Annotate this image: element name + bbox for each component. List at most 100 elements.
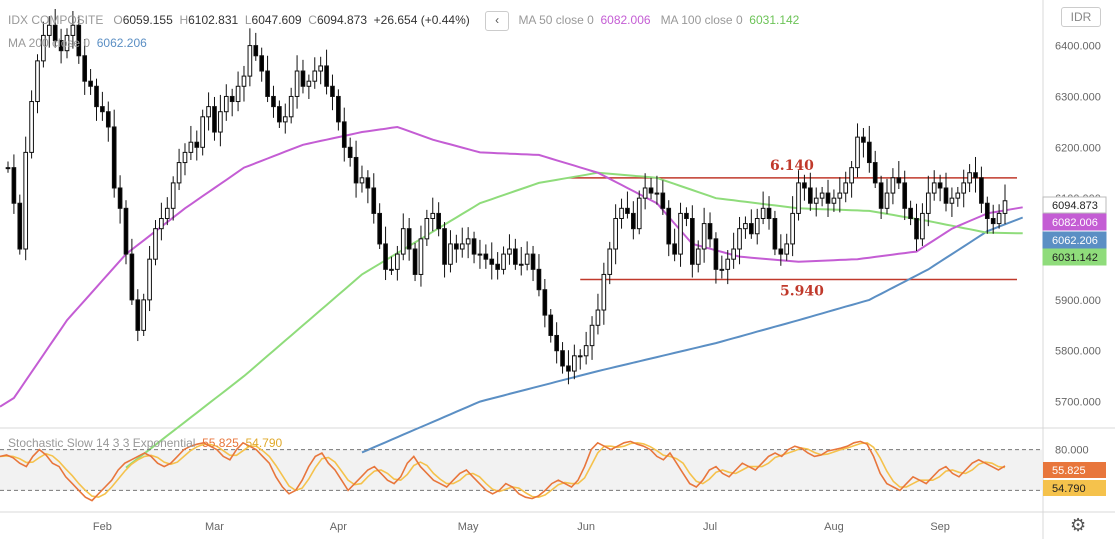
candle-body: [707, 223, 713, 240]
collapse-legend-button[interactable]: ‹: [485, 11, 510, 31]
candle-body: [613, 218, 618, 250]
candle-body: [943, 187, 949, 204]
candle-body: [277, 106, 282, 123]
candle-body: [536, 268, 542, 291]
candle-body: [129, 253, 135, 301]
candle-body: [684, 212, 689, 219]
candle-body: [82, 55, 88, 82]
time-tick-label: Feb: [93, 521, 112, 533]
candle-body: [784, 243, 790, 255]
candle-body: [513, 248, 518, 265]
price-tag-ma200: 6062.206: [1052, 235, 1098, 247]
candle-body: [212, 106, 217, 133]
ma100-label: MA 100 close 0: [660, 13, 743, 28]
candle-body: [418, 238, 424, 275]
candle-body: [495, 263, 500, 270]
candle-body: [790, 212, 795, 245]
open-value: 6059.155: [122, 13, 173, 28]
price-tick-label: 5900.000: [1055, 295, 1101, 307]
candle-body: [855, 136, 860, 169]
candle-body: [920, 212, 925, 240]
candle-body: [583, 345, 589, 357]
candle-body: [182, 151, 188, 164]
candle-body: [176, 162, 182, 184]
ma200-line: [361, 216, 1024, 454]
candle-body: [890, 177, 896, 194]
candle-body: [619, 207, 624, 220]
candle-body: [819, 192, 825, 199]
level-label: 6.140: [770, 158, 814, 174]
candle-body: [807, 187, 813, 204]
candle-body: [731, 248, 736, 260]
candle-body: [400, 228, 406, 255]
candle-body: [566, 365, 571, 372]
ma50-line: [0, 125, 1023, 408]
time-tick-label: May: [458, 521, 479, 533]
candle-body: [271, 95, 276, 108]
candle-body: [406, 228, 412, 250]
candle-body: [501, 253, 506, 270]
candle-body: [459, 243, 465, 250]
candle-body: [218, 111, 223, 133]
candle-body: [625, 207, 630, 214]
currency-button[interactable]: IDR: [1061, 7, 1101, 27]
candle-body: [595, 309, 601, 326]
candle-body: [530, 253, 536, 270]
price-tick-label: 6400.000: [1055, 41, 1101, 53]
candle-body: [949, 197, 955, 204]
candle-body: [837, 192, 843, 199]
candle-body: [802, 182, 807, 189]
candle-body: [336, 95, 341, 123]
candle-body: [64, 34, 70, 52]
time-tick-label: Jun: [577, 521, 595, 533]
candle-body: [170, 182, 176, 209]
candle-body: [648, 187, 654, 194]
candle-body: [872, 162, 878, 184]
candle-body: [58, 40, 64, 52]
candle-body: [507, 248, 512, 255]
candle-body: [395, 253, 400, 270]
candle-body: [377, 212, 382, 245]
candle-body: [347, 146, 353, 158]
candle-body: [607, 248, 613, 275]
k-value: 55.825: [202, 436, 239, 450]
candle-body: [5, 167, 11, 170]
oscillator-label: Stochastic Slow 14 3 3 Exponential: [8, 436, 196, 450]
candle-body: [353, 156, 359, 184]
time-tick-label: Sep: [930, 521, 950, 533]
symbol-label: IDX COMPOSITE: [8, 13, 104, 28]
candle-body: [908, 207, 913, 220]
candle-body: [312, 70, 318, 82]
candle-body: [412, 248, 418, 275]
candle-body: [11, 167, 17, 204]
candle-body: [642, 187, 648, 199]
price-tick-label: 5700.000: [1055, 397, 1101, 409]
candle-body: [961, 182, 967, 194]
ma200-value: 6062.206: [96, 36, 147, 50]
low-label: L: [244, 13, 252, 28]
candle-body: [483, 253, 489, 260]
ma100-value: 6031.142: [749, 13, 800, 28]
stochastic-k-tag: 55.825: [1052, 465, 1086, 477]
candle-body: [70, 24, 76, 36]
gear-icon[interactable]: ⚙: [1070, 515, 1087, 535]
candle-body: [324, 65, 329, 87]
candle-body: [849, 167, 854, 184]
candle-body: [931, 182, 937, 194]
time-tick-label: Apr: [330, 521, 347, 533]
candle-body: [678, 212, 683, 255]
candle-body: [955, 192, 961, 199]
candle-body: [17, 202, 23, 250]
candle-body: [306, 80, 312, 87]
candle-body: [454, 243, 459, 250]
candle-body: [796, 182, 801, 214]
ma200-legend: MA 200 close 0 6062.206: [8, 35, 147, 51]
candle-body: [52, 24, 58, 42]
candle-body: [383, 243, 388, 270]
candle-body: [701, 223, 707, 250]
candle-body: [748, 223, 754, 235]
candle-body: [35, 60, 40, 103]
candle-body: [831, 197, 837, 204]
candle-body: [524, 253, 530, 265]
